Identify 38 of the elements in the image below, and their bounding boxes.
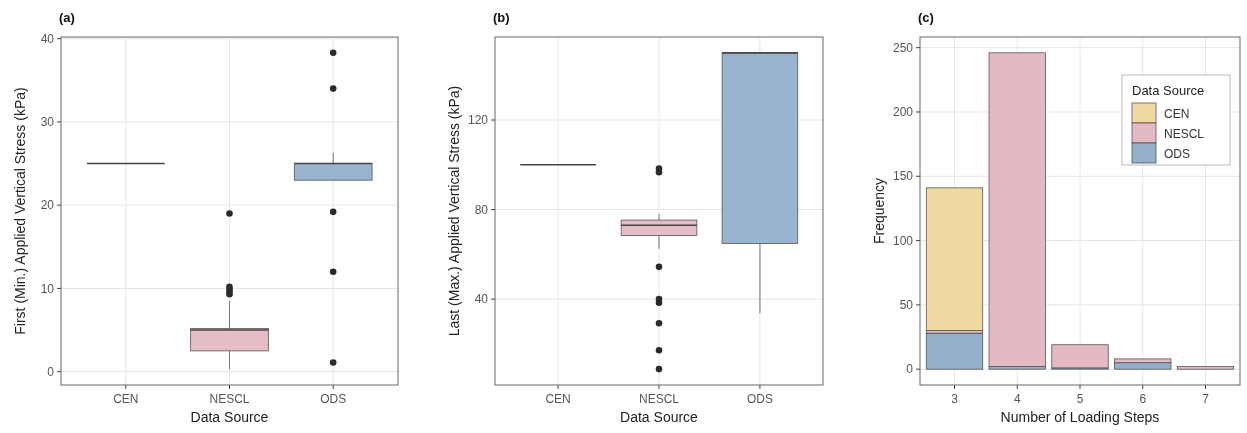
y-tick-label: 80 <box>474 202 489 217</box>
x-tick-label: NESCL <box>638 392 680 406</box>
x-tick-label: 6 <box>1139 392 1147 406</box>
x-tick-label: ODS <box>320 392 347 406</box>
chart-title: (c) <box>918 10 934 25</box>
y-tick-label: 0 <box>47 364 55 379</box>
y-tick-label: 150 <box>892 169 914 184</box>
y-tick-label: 0 <box>906 362 914 377</box>
x-axis-title: Data Source <box>190 409 269 425</box>
x-axis-title: Number of Loading Steps <box>1000 409 1160 425</box>
legend-title: Data Source <box>1132 83 1205 98</box>
legend-label: ODS <box>1164 147 1191 161</box>
y-tick-label: 40 <box>474 292 489 307</box>
y-tick-label: 200 <box>892 105 914 120</box>
x-axis-title: Data Source <box>620 409 699 425</box>
y-tick-label: 120 <box>467 113 489 128</box>
x-tick-label: 7 <box>1202 392 1210 406</box>
y-tick-label: 40 <box>40 31 55 46</box>
y-axis-title: Frequency <box>871 177 887 245</box>
y-axis-title: First (Min.) Applied Vertical Stress (kPa) <box>12 87 28 335</box>
legend-label: CEN <box>1164 107 1190 121</box>
chart-title: (b) <box>493 10 510 25</box>
legend-label: NESCL <box>1164 127 1205 141</box>
y-tick-label: 30 <box>40 115 55 130</box>
x-tick-label: CEN <box>113 392 139 406</box>
x-tick-label: CEN <box>545 392 571 406</box>
y-tick-label: 20 <box>40 198 55 213</box>
x-tick-label: ODS <box>746 392 773 406</box>
y-tick-label: 250 <box>892 40 914 55</box>
x-tick-label: 4 <box>1013 392 1021 406</box>
x-tick-label: 3 <box>951 392 959 406</box>
y-tick-label: 10 <box>40 281 55 296</box>
x-tick-label: NESCL <box>209 392 250 406</box>
y-tick-label: 50 <box>899 298 914 313</box>
y-tick-label: 100 <box>892 233 914 248</box>
x-tick-label: 5 <box>1076 392 1084 406</box>
y-axis-title: Last (Max.) Applied Vertical Stress (kPa) <box>446 85 462 337</box>
chart-title: (a) <box>59 10 75 25</box>
